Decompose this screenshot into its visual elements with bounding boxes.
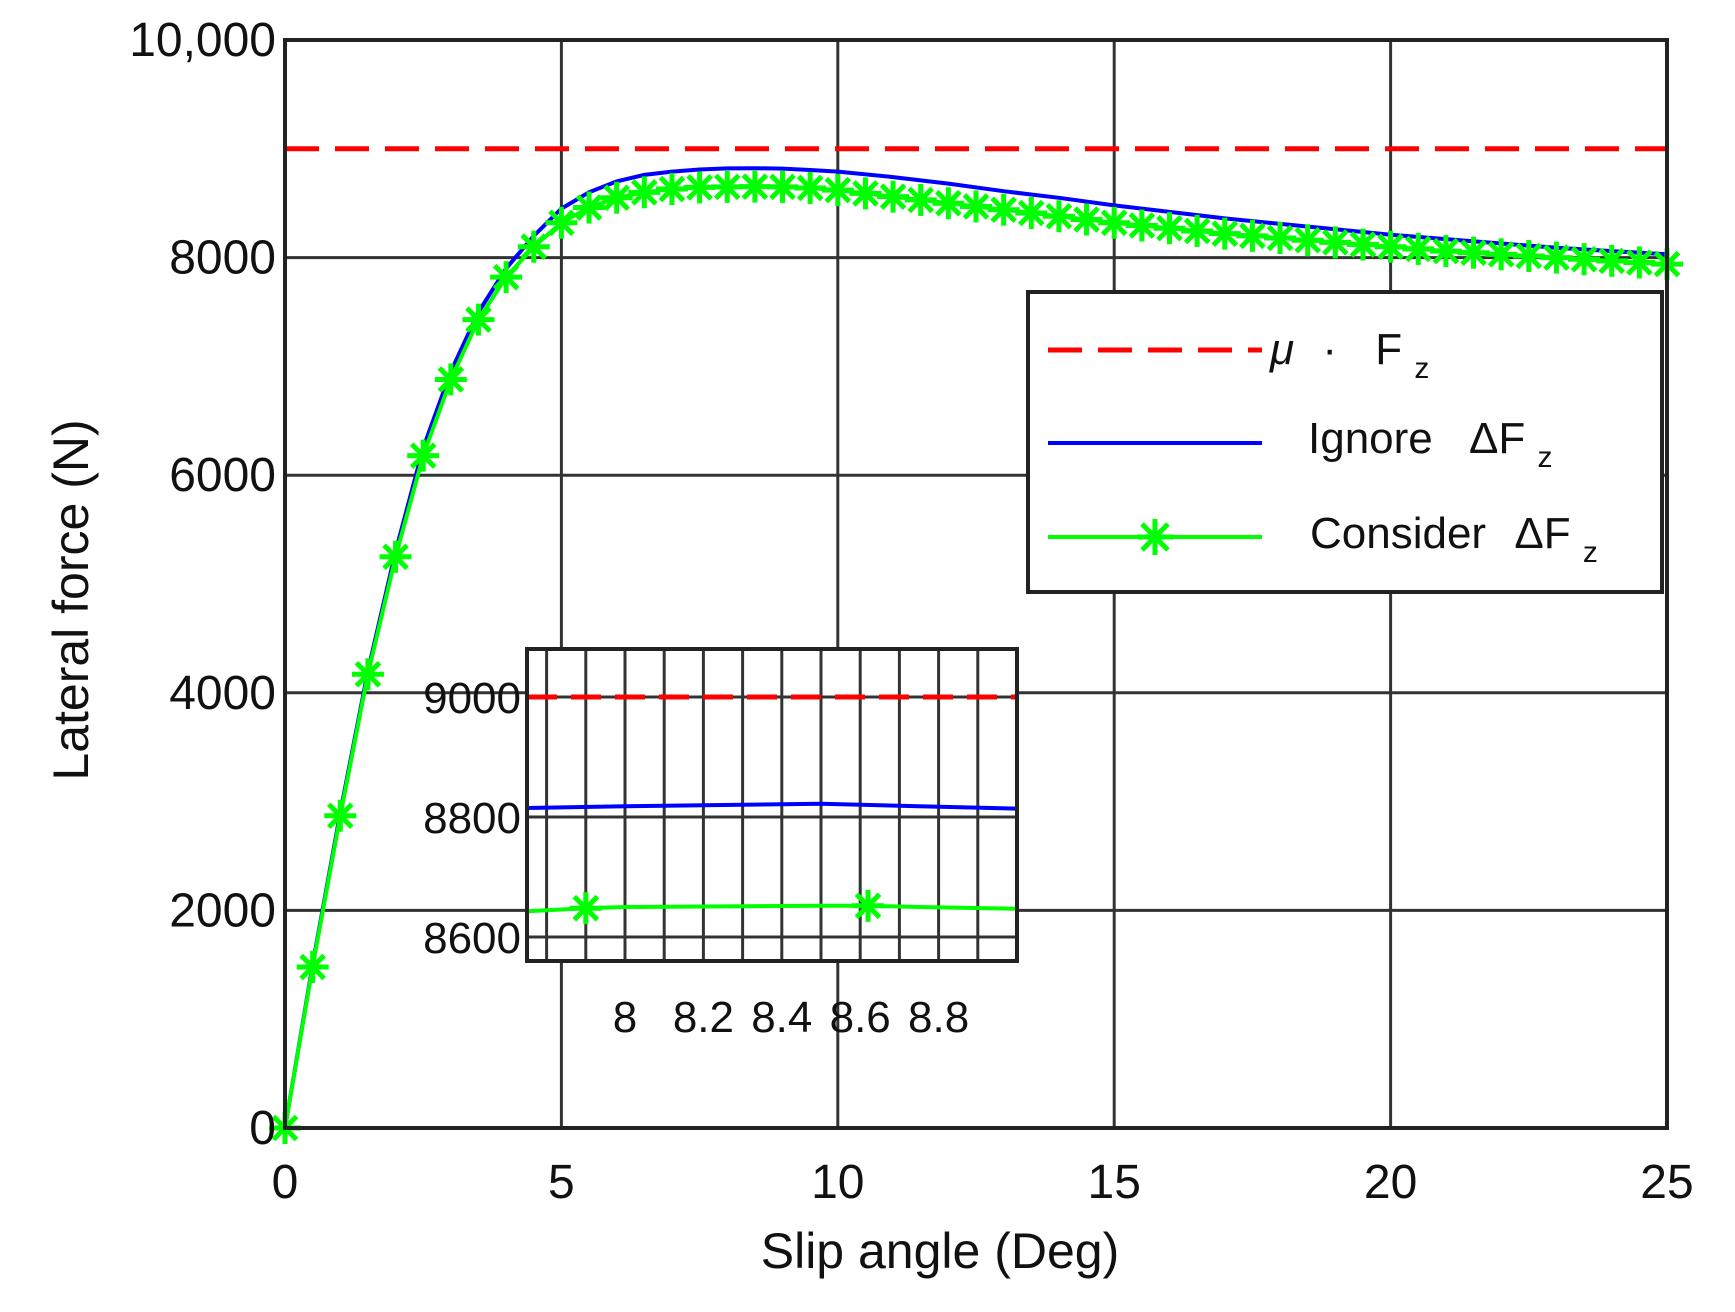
y-tick-label-8000: 8000 [169,232,276,285]
y-axis-label: Lateral force (N) [43,419,99,780]
legend-ignore-delta-f: ΔF [1469,414,1525,463]
legend-label-mu-fz: μ · F z [1269,325,1429,385]
y-tick-label-6000: 6000 [169,449,276,502]
x-tick-label-20: 20 [1364,1156,1417,1209]
data-point-consider-fz-40 [1374,230,1407,263]
data-point-consider-fz-28 [1042,200,1075,233]
data-point-consider-fz-23 [904,183,937,216]
data-point-consider-fz-29 [1070,203,1103,236]
legend-mu-symbol: μ [1269,325,1294,374]
data-point-consider-fz-33 [1181,214,1214,247]
x-axis-label: Slip angle (Deg) [761,1223,1120,1279]
y-tick-label-4000: 4000 [169,667,276,720]
inset-series [526,694,1018,925]
inset-zoom: 8 8.2 8.4 8.6 8.8 8600 8800 9000 [423,647,1019,1042]
y-tick-label-10-000: 10,000 [129,14,276,67]
data-point-consider-fz-17 [738,170,771,203]
data-point-consider-fz-10 [545,206,578,239]
legend: μ · F z Ignore ΔF z Consider ΔF z [1026,290,1664,594]
data-point-consider-fz-11 [573,191,606,224]
x-tick-label-10: 10 [811,1156,864,1209]
inset-data-point-consider-fz-0 [569,892,602,925]
data-point-consider-fz-49 [1623,246,1656,279]
x-tick-label-5: 5 [548,1156,575,1209]
legend-marker-asterisk [1137,519,1173,555]
data-point-consider-fz-25 [960,190,992,223]
x-tick-label-0: 0 [272,1156,299,1209]
data-point-consider-fz-19 [794,171,827,204]
legend-z-subscript: z [1414,352,1429,385]
data-point-consider-fz-12 [600,181,633,214]
legend-consider-delta-f: ΔF [1514,509,1570,558]
legend-f-letter: F [1375,325,1402,374]
data-point-consider-fz-43 [1457,236,1490,269]
legend-asterisk-symbol [1137,519,1173,555]
data-point-consider-fz-44 [1485,238,1518,271]
data-point-consider-fz-3 [351,658,384,691]
data-point-consider-fz-47 [1568,243,1601,276]
inset-x-tick-label-8-8: 8.8 [908,993,969,1042]
inset-frame [525,647,1019,963]
legend-ignore-word: Ignore [1308,414,1433,463]
legend-label-consider: Consider ΔF z [1310,509,1598,569]
data-point-consider-fz-26 [987,193,1020,226]
inset-x-tick-label-8-6: 8.6 [830,993,891,1042]
x-tick-label-15: 15 [1088,1156,1141,1209]
main-series [269,146,1683,1144]
data-point-consider-fz-27 [1015,196,1048,229]
legend-ignore-z-subscript: z [1538,441,1553,474]
inset-x-tick-label-8-2: 8.2 [673,993,734,1042]
data-point-consider-fz-36 [1264,222,1297,255]
data-point-consider-fz-20 [821,174,854,207]
y-tick-label-0: 0 [249,1102,276,1155]
data-point-consider-fz-22 [877,180,910,213]
data-point-consider-fz-5 [407,439,440,472]
inset-x-tick-label-8-4: 8.4 [751,993,812,1042]
legend-label-ignore: Ignore ΔF z [1308,414,1553,474]
data-point-consider-fz-1 [296,950,329,983]
data-point-consider-fz-35 [1236,219,1269,252]
data-point-consider-fz-30 [1098,206,1131,239]
y-tick-label-2000: 2000 [169,884,276,937]
data-point-consider-fz-15 [683,171,716,204]
data-point-consider-fz-48 [1595,244,1628,277]
data-point-consider-fz-46 [1540,241,1573,274]
x-tick-label-25: 25 [1640,1156,1693,1209]
data-point-consider-fz-8 [490,261,523,294]
inset-y-tick-label-9000: 9000 [423,674,521,723]
data-point-consider-fz-24 [932,187,965,220]
data-point-consider-fz-13 [628,176,661,209]
data-point-consider-fz-2 [324,799,357,832]
data-point-consider-fz-9 [517,230,550,263]
inset-data-point-consider-fz-1 [852,889,885,922]
data-point-consider-fz-18 [766,170,799,203]
data-point-consider-fz-38 [1319,226,1352,259]
inset-x-tick-label-8: 8 [613,993,637,1042]
data-point-consider-fz-6 [434,363,467,396]
data-point-consider-fz-34 [1208,217,1241,250]
inset-y-tick-label-8800: 8800 [423,794,521,843]
data-point-consider-fz-21 [849,177,882,210]
data-point-consider-fz-39 [1346,228,1379,261]
inset-y-tick-label-8600: 8600 [423,914,521,963]
data-point-consider-fz-45 [1512,239,1545,272]
data-point-consider-fz-37 [1291,224,1324,257]
data-point-consider-fz-42 [1429,235,1462,268]
data-point-consider-fz-14 [655,173,688,206]
data-point-consider-fz-32 [1153,212,1186,245]
main-plot-frame [283,38,1669,1130]
data-point-consider-fz-4 [379,540,412,573]
main-ticks: 0 5 10 15 20 25 0 2000 4000 6000 8000 10,000 [129,14,1694,1209]
legend-consider-word: Consider [1310,509,1486,558]
data-point-consider-fz-7 [462,303,495,336]
data-point-consider-fz-41 [1402,232,1435,265]
data-point-consider-fz-16 [711,170,744,203]
inset-ticks: 8 8.2 8.4 8.6 8.8 8600 8800 9000 [423,674,969,1042]
legend-consider-z-subscript: z [1583,536,1598,569]
data-point-consider-fz-31 [1125,209,1158,242]
legend-dot-symbol: · [1322,325,1337,374]
inset-series-line-ignore-fz [526,801,1018,811]
